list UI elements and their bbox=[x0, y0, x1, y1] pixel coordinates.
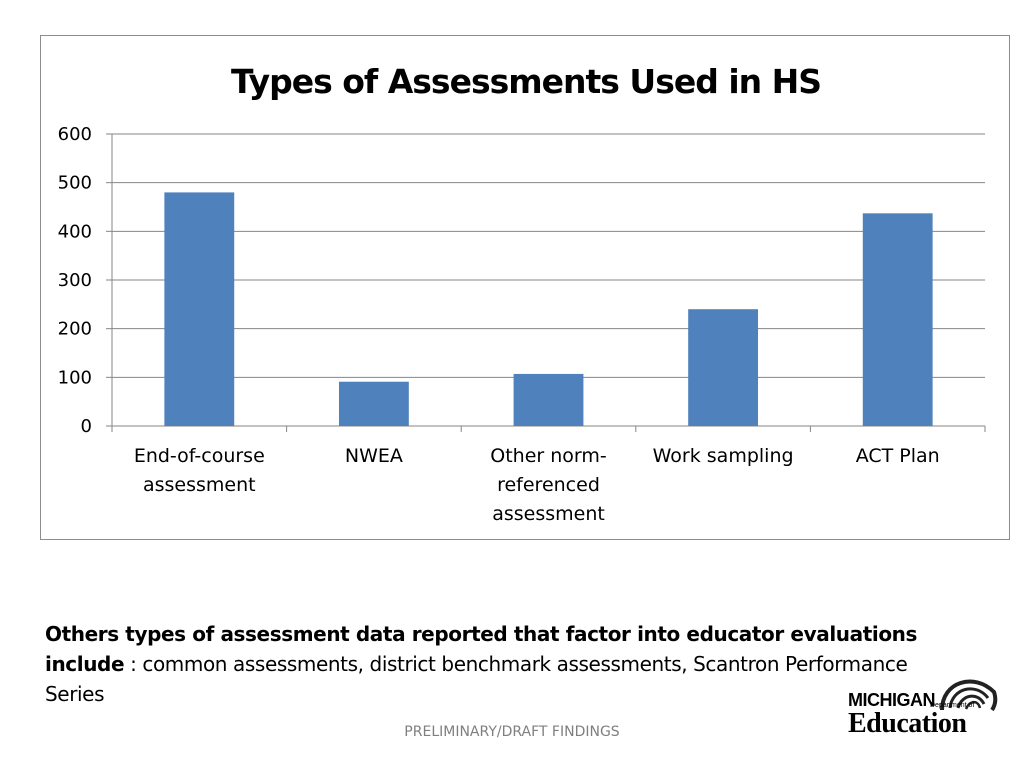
y-tick-label: 300 bbox=[58, 270, 92, 291]
y-tick-label: 400 bbox=[58, 221, 92, 242]
bar-3 bbox=[513, 373, 584, 426]
bar-chart: Types of Assessments Used in HS 0 100 200 30… bbox=[58, 62, 986, 525]
x-category-label: End-of-course assessment bbox=[134, 445, 265, 496]
y-tick-label: 600 bbox=[58, 124, 92, 145]
notes-rest: : common assessments, district benchmark… bbox=[45, 652, 908, 706]
bar-1 bbox=[164, 192, 235, 426]
notes-lead: Others types of assessment data reported… bbox=[45, 622, 918, 676]
bar-2 bbox=[338, 381, 409, 426]
y-tick-label: 500 bbox=[58, 173, 92, 194]
x-category-label: ACT Plan bbox=[856, 445, 940, 467]
x-category-label: Work sampling bbox=[653, 445, 794, 467]
notes-paragraph: Others types of assessment data reported… bbox=[45, 619, 925, 709]
logo-dept-text: Department of bbox=[930, 702, 975, 709]
chart-title: Types of Assessments Used in HS bbox=[231, 62, 821, 101]
logo-michigan-text: MICHIGAN bbox=[848, 690, 936, 710]
chart-frame: Types of Assessments Used in HS 0 100 200 30… bbox=[40, 35, 1010, 540]
y-tick-label: 200 bbox=[58, 319, 92, 340]
x-category-label: NWEA bbox=[345, 445, 403, 467]
michigan-education-logo: MICHIGAN Department of Education bbox=[846, 668, 1006, 744]
bar-4 bbox=[688, 309, 759, 426]
bar-5 bbox=[862, 213, 933, 426]
x-category-label: Other norm-referenced assessment bbox=[490, 445, 607, 525]
logo-education-text: Education bbox=[848, 708, 967, 739]
y-tick-label: 0 bbox=[81, 416, 92, 437]
y-tick-label: 100 bbox=[58, 367, 92, 388]
footer-draft-label: PRELIMINARY/DRAFT FINDINGS bbox=[404, 724, 620, 740]
michigan-seal-icon bbox=[940, 679, 998, 712]
